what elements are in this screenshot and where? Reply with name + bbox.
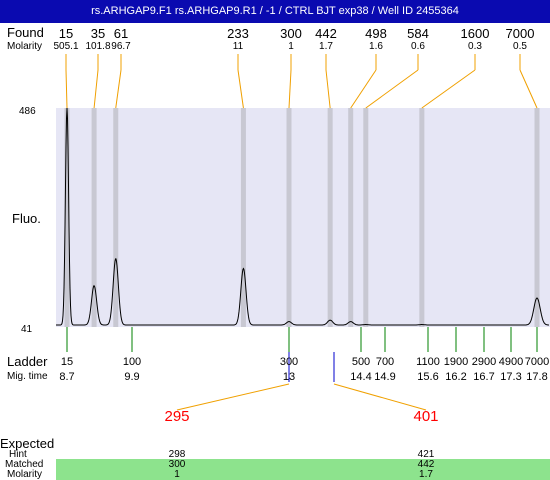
- found-connector: [115, 69, 122, 109]
- peak-band: [286, 108, 292, 327]
- ladder-size: 500: [351, 356, 371, 368]
- peak-band: [363, 108, 369, 327]
- ladder-size: 1900: [443, 356, 469, 368]
- hint-value: 298: [168, 449, 186, 460]
- found-connector: [365, 69, 419, 109]
- peak-band: [64, 108, 70, 327]
- peak-band: [113, 108, 119, 327]
- found-connector: [325, 69, 331, 109]
- ladder-mig-time: 15.6: [417, 371, 439, 383]
- ladder-label: Ladder: [7, 354, 48, 369]
- found-connector: [519, 69, 538, 109]
- peak-band: [419, 108, 425, 327]
- ladder-mig-time: 16.2: [445, 371, 467, 383]
- found-label: Found: [7, 25, 44, 40]
- found-molarity: 0.6: [411, 41, 425, 52]
- ladder-mig-time: 17.8: [526, 371, 548, 383]
- window-title: rs.ARHGAP9.F1 rs.ARHGAP9.R1 / -1 / CTRL …: [0, 0, 550, 23]
- ladder-mig-time: 14.4: [350, 371, 372, 383]
- expected-label: Expected: [0, 436, 55, 451]
- ladder-size: 4900: [498, 356, 524, 368]
- ladder-size: 7000: [524, 356, 550, 368]
- ladder-size: 100: [122, 356, 142, 368]
- found-connector: [93, 69, 99, 109]
- found-size: 61: [113, 26, 129, 41]
- found-size: 300: [280, 26, 302, 41]
- found-size: 1600: [460, 26, 490, 41]
- peak-band: [240, 108, 246, 327]
- ladder-mig-time: 13: [282, 371, 296, 383]
- ladder-mig-time: 16.7: [473, 371, 495, 383]
- found-molarity: 96.7: [111, 41, 131, 52]
- ladder-mig-time: 14.9: [374, 371, 396, 383]
- matched-value: 300: [168, 459, 186, 470]
- found-size: 233: [227, 26, 249, 41]
- found-size: 498: [365, 26, 387, 41]
- ladder-mig-time: 9.9: [124, 371, 140, 383]
- matched-highlight: [56, 459, 550, 480]
- peak-band: [327, 108, 333, 327]
- found-molarity: 505.1: [53, 41, 79, 52]
- found-size: 35: [90, 26, 106, 41]
- hint-value: 421: [417, 449, 435, 460]
- found-connector: [421, 69, 476, 109]
- found-molarity: 1.6: [369, 41, 383, 52]
- found-connector: [288, 69, 292, 109]
- found-molarity: 1: [288, 41, 294, 52]
- ladder-size: 300: [279, 356, 299, 368]
- found-size: 584: [407, 26, 429, 41]
- expected-connector: [333, 383, 427, 411]
- molarity-value: 1: [174, 469, 180, 480]
- mig-time-label: Mig. time: [7, 371, 48, 382]
- expected-connector: [176, 383, 290, 411]
- molarity-label: Molarity: [7, 41, 43, 52]
- found-size: 442: [315, 26, 337, 41]
- y-axis-label: Fluo.: [12, 211, 41, 226]
- found-molarity: 11: [232, 41, 244, 52]
- molarity-bottom-label: Molarity: [7, 469, 43, 480]
- found-connector: [65, 69, 68, 109]
- found-size: 7000: [505, 26, 535, 41]
- found-connector: [350, 69, 377, 109]
- ladder-mig-time: 8.7: [59, 371, 75, 383]
- peak-band: [91, 108, 97, 327]
- matched-value: 442: [417, 459, 435, 470]
- matched-label: Matched: [5, 459, 44, 470]
- found-molarity: 1.7: [319, 41, 333, 52]
- ladder-size: 15: [60, 356, 74, 368]
- hint-label: Hint: [9, 449, 27, 460]
- ladder-mig-time: 17.3: [500, 371, 522, 383]
- expected-value: 295: [164, 408, 190, 425]
- found-molarity: 0.3: [468, 41, 482, 52]
- plot-area: [56, 108, 550, 327]
- peak-band: [534, 108, 540, 327]
- ladder-size: 2900: [471, 356, 497, 368]
- fluorescence-trace: [56, 107, 549, 326]
- y-min-label: 41: [21, 324, 33, 335]
- peak-band: [348, 108, 354, 327]
- ladder-size: 700: [375, 356, 395, 368]
- found-size: 15: [58, 26, 74, 41]
- found-connector: [237, 69, 244, 109]
- y-max-label: 486: [19, 106, 36, 117]
- found-molarity: 0.5: [513, 41, 527, 52]
- molarity-value: 1.7: [419, 469, 433, 480]
- ladder-size: 1100: [416, 356, 440, 368]
- found-molarity: 101.8: [85, 41, 111, 52]
- expected-value: 401: [413, 408, 439, 425]
